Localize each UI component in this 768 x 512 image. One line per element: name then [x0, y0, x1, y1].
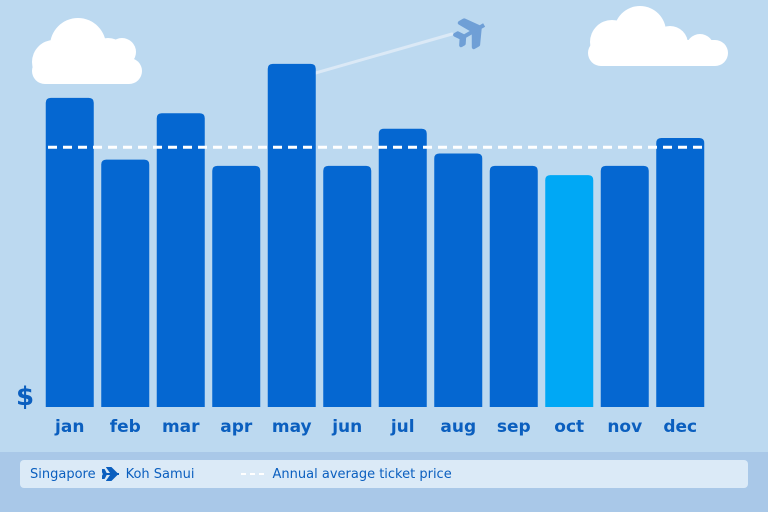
bar-mar	[156, 113, 205, 408]
destination-label: Koh Samui	[125, 466, 195, 482]
bar-dec	[656, 138, 705, 407]
bar-may	[267, 63, 316, 407]
x-tick-label: mar	[162, 417, 200, 437]
cloud-icon	[588, 6, 728, 66]
x-tick-label: jun	[331, 417, 362, 437]
x-tick-label: jul	[390, 417, 415, 437]
airplane-icon	[453, 18, 486, 50]
origin-label: Singapore	[30, 466, 96, 482]
route-legend: Singapore Koh Samui	[30, 467, 195, 482]
legend: Singapore Koh Samui Annual average ticke…	[20, 460, 748, 488]
average-legend-label: Annual average ticket price	[272, 466, 452, 482]
y-axis-label: $	[16, 382, 34, 412]
bar-jul	[378, 128, 427, 407]
x-tick-label: apr	[220, 417, 253, 437]
bar-series	[45, 63, 705, 408]
bar-aug	[434, 153, 483, 407]
x-tick-label: nov	[607, 417, 642, 437]
x-tick-label: sep	[497, 417, 531, 437]
x-tick-label: may	[272, 417, 312, 437]
bar-jan	[45, 97, 94, 407]
x-tick-label: dec	[663, 417, 697, 437]
x-tick-label: aug	[440, 417, 476, 437]
x-axis-ticks: jan feb mar apr may jun jul aug sep oct nov dec	[54, 417, 697, 437]
bar-sep	[489, 165, 538, 407]
cloud-icon	[32, 18, 142, 84]
dashed-line-icon	[240, 473, 265, 475]
bar-jun	[323, 165, 372, 407]
x-tick-label: jan	[54, 417, 84, 437]
x-tick-label: feb	[110, 417, 141, 437]
bar-oct	[545, 175, 594, 407]
bar-apr	[212, 165, 261, 407]
airplane-icon	[101, 467, 120, 481]
bar-feb	[101, 159, 150, 407]
average-legend: Annual average ticket price	[240, 466, 452, 482]
x-tick-label: oct	[554, 417, 584, 437]
bar-nov	[600, 165, 649, 407]
